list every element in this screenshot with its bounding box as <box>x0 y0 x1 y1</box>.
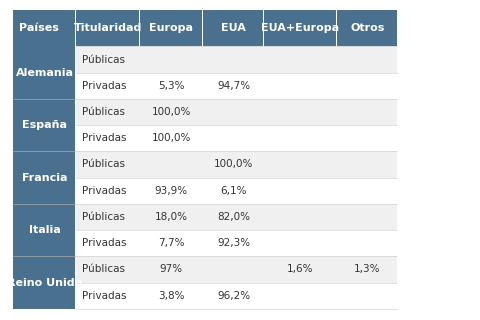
Text: Privadas: Privadas <box>82 291 127 301</box>
FancyBboxPatch shape <box>13 151 75 204</box>
Text: 1,6%: 1,6% <box>287 264 314 275</box>
Text: Privadas: Privadas <box>82 238 127 248</box>
Text: Países: Países <box>19 23 59 33</box>
Text: Públicas: Públicas <box>82 159 125 170</box>
Text: Públicas: Públicas <box>82 212 125 222</box>
FancyBboxPatch shape <box>337 10 397 46</box>
FancyBboxPatch shape <box>76 283 397 309</box>
Text: Públicas: Públicas <box>82 54 125 65</box>
Text: 5,3%: 5,3% <box>158 81 185 91</box>
Text: Alemania: Alemania <box>16 68 74 78</box>
Text: 6,1%: 6,1% <box>220 186 247 196</box>
Text: 7,7%: 7,7% <box>158 238 185 248</box>
FancyBboxPatch shape <box>76 256 397 283</box>
Text: Privadas: Privadas <box>82 186 127 196</box>
Text: 100,0%: 100,0% <box>152 107 191 117</box>
FancyBboxPatch shape <box>13 10 75 46</box>
FancyBboxPatch shape <box>264 10 336 46</box>
FancyBboxPatch shape <box>13 204 75 256</box>
Text: Titularidad: Titularidad <box>74 23 142 33</box>
Text: Reino Unido: Reino Unido <box>7 277 82 288</box>
Text: 1,3%: 1,3% <box>354 264 381 275</box>
FancyBboxPatch shape <box>76 178 397 204</box>
FancyBboxPatch shape <box>13 99 75 151</box>
FancyBboxPatch shape <box>76 230 397 256</box>
FancyBboxPatch shape <box>140 10 202 46</box>
FancyBboxPatch shape <box>76 73 397 99</box>
Text: EUA+Europa: EUA+Europa <box>262 23 339 33</box>
FancyBboxPatch shape <box>76 99 397 125</box>
FancyBboxPatch shape <box>76 125 397 151</box>
Text: Francia: Francia <box>22 172 67 183</box>
FancyBboxPatch shape <box>76 10 139 46</box>
Text: Europa: Europa <box>149 23 193 33</box>
Text: Privadas: Privadas <box>82 81 127 91</box>
Text: 100,0%: 100,0% <box>214 159 253 170</box>
Text: Privadas: Privadas <box>82 133 127 143</box>
Text: Italia: Italia <box>29 225 60 235</box>
Text: 96,2%: 96,2% <box>217 291 250 301</box>
Text: Otros: Otros <box>350 23 384 33</box>
Text: 18,0%: 18,0% <box>155 212 188 222</box>
FancyBboxPatch shape <box>76 151 397 178</box>
FancyBboxPatch shape <box>76 46 397 73</box>
FancyBboxPatch shape <box>203 10 263 46</box>
Text: 94,7%: 94,7% <box>217 81 250 91</box>
FancyBboxPatch shape <box>76 204 397 230</box>
Text: EUA: EUA <box>221 23 246 33</box>
FancyBboxPatch shape <box>13 256 75 309</box>
Text: 100,0%: 100,0% <box>152 133 191 143</box>
Text: Públicas: Públicas <box>82 107 125 117</box>
Text: 3,8%: 3,8% <box>158 291 185 301</box>
Text: 93,9%: 93,9% <box>155 186 188 196</box>
Text: Públicas: Públicas <box>82 264 125 275</box>
FancyBboxPatch shape <box>13 46 75 99</box>
Text: España: España <box>22 120 67 130</box>
Text: 92,3%: 92,3% <box>217 238 250 248</box>
Text: 82,0%: 82,0% <box>217 212 250 222</box>
Text: 97%: 97% <box>160 264 183 275</box>
